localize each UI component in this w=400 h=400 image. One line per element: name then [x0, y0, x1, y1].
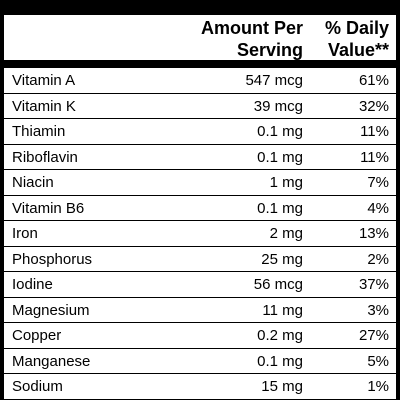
nutrient-amount: 56 mcg	[253, 276, 303, 293]
amount-header-line2: Serving	[236, 40, 303, 60]
nutrient-amount: 0.1 mg	[257, 352, 303, 370]
nutrient-row: Copper 0.2 mg 27%	[0, 323, 400, 349]
nutrient-amount: 547 mcg	[245, 72, 303, 89]
nutrient-row: Vitamin A 547 mcg 61%	[0, 68, 400, 94]
nutrient-name: Manganese	[12, 352, 91, 370]
nutrient-amount: 0.1 mg	[257, 199, 303, 217]
nutrient-daily-value: 11%	[360, 123, 389, 140]
nutrient-daily-value: 13%	[358, 225, 389, 242]
nutrient-daily-value: 1%	[367, 378, 389, 395]
nutrient-name: Riboflavin	[12, 148, 78, 166]
nutrient-daily-value: 32%	[358, 97, 389, 115]
daily-value-header: % Daily Value**	[299, 17, 389, 61]
nutrient-daily-value: 5%	[367, 352, 389, 370]
nutrient-name: Phosphorus	[12, 250, 93, 268]
amount-header-line1: Amount Per	[200, 18, 303, 38]
nutrient-row: Phosphorus 25 mg 2%	[0, 247, 400, 272]
nutrient-daily-value: 61%	[358, 72, 389, 89]
nutrient-name: Sodium	[12, 378, 63, 395]
nutrient-daily-value: 27%	[358, 327, 389, 344]
column-header: Amount Per Serving % Daily Value**	[0, 15, 400, 60]
nutrient-row: Manganese 0.1 mg 5%	[0, 349, 400, 374]
header-divider-bar	[0, 60, 400, 68]
nutrient-row: Vitamin K 39 mcg 32%	[0, 94, 400, 119]
nutrient-daily-value: 4%	[367, 199, 389, 217]
nutrient-row: Magnesium 11 mg 3%	[0, 298, 400, 323]
nutrient-amount: 1 mg	[269, 174, 303, 191]
nutrient-row: Thiamin 0.1 mg 11%	[0, 119, 400, 145]
top-border-bar	[0, 0, 400, 15]
dv-header-line2: Value**	[327, 40, 389, 60]
nutrient-name: Thiamin	[12, 123, 66, 140]
nutrient-amount: 39 mcg	[253, 97, 303, 115]
nutrient-row: Vitamin B6 0.1 mg 4%	[0, 196, 400, 221]
nutrient-name: Iron	[12, 225, 38, 242]
nutrient-name: Vitamin K	[12, 97, 76, 115]
nutrient-daily-value: 3%	[367, 301, 389, 319]
nutrient-name: Niacin	[12, 174, 54, 191]
nutrient-amount: 25 mg	[261, 250, 303, 268]
nutrient-amount: 0.1 mg	[257, 148, 303, 166]
amount-per-serving-header: Amount Per Serving	[173, 17, 303, 61]
nutrient-daily-value: 7%	[367, 174, 389, 191]
nutrient-table: Vitamin A 547 mcg 61% Vitamin K 39 mcg 3…	[0, 68, 400, 400]
nutrient-row: Riboflavin 0.1 mg 11%	[0, 145, 400, 170]
nutrient-row: Iodine 56 mcg 37%	[0, 272, 400, 298]
nutrient-daily-value: 11%	[360, 148, 389, 166]
nutrient-name: Copper	[12, 327, 62, 344]
nutrient-amount: 11 mg	[262, 301, 303, 319]
nutrient-amount: 0.2 mg	[257, 327, 303, 344]
nutrient-row: Sodium 15 mg 1%	[0, 374, 400, 400]
nutrient-amount: 2 mg	[269, 225, 303, 242]
left-border	[0, 0, 4, 400]
right-border	[396, 0, 400, 400]
nutrient-name: Vitamin A	[12, 72, 76, 89]
nutrient-row: Niacin 1 mg 7%	[0, 170, 400, 196]
nutrient-amount: 15 mg	[261, 378, 303, 395]
nutrient-amount: 0.1 mg	[257, 123, 303, 140]
nutrient-name: Magnesium	[12, 301, 90, 319]
nutrient-daily-value: 2%	[367, 250, 389, 268]
nutrient-name: Iodine	[12, 276, 53, 293]
nutrient-row: Iron 2 mg 13%	[0, 221, 400, 247]
dv-header-line1: % Daily	[324, 18, 389, 38]
nutrient-daily-value: 37%	[358, 276, 389, 293]
nutrient-name: Vitamin B6	[12, 199, 85, 217]
